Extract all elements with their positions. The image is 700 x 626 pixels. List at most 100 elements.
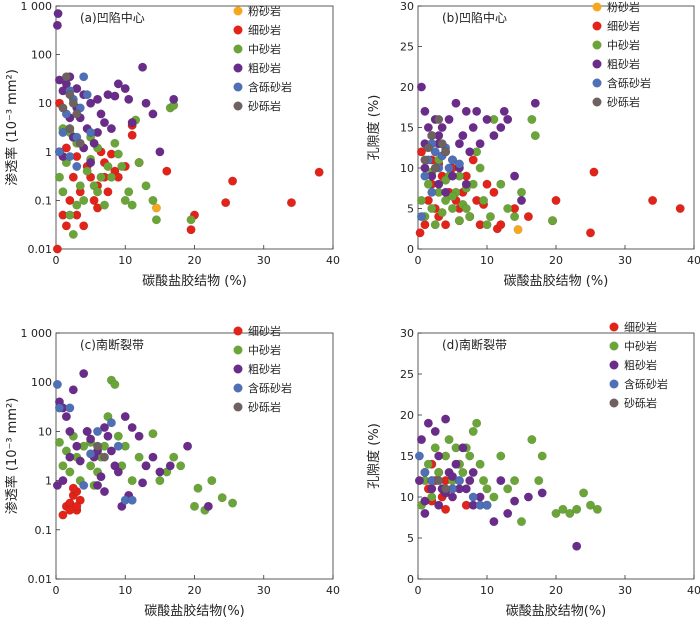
data-point xyxy=(58,187,68,197)
data-point xyxy=(314,167,324,177)
data-point xyxy=(61,221,71,231)
data-point xyxy=(499,106,509,116)
data-point xyxy=(537,451,547,461)
legend-marker xyxy=(609,322,619,332)
data-point xyxy=(65,90,75,100)
data-point xyxy=(414,451,424,461)
data-point xyxy=(572,504,582,514)
data-point xyxy=(441,147,451,157)
data-point xyxy=(414,476,424,486)
x-tick-label: 20 xyxy=(188,584,202,597)
data-point xyxy=(447,203,458,214)
data-point xyxy=(58,103,68,113)
data-point xyxy=(68,229,78,239)
data-point xyxy=(138,62,148,72)
data-point xyxy=(416,82,427,92)
legend-label: 含砾砂岩 xyxy=(624,377,668,391)
data-point xyxy=(585,500,596,510)
data-point xyxy=(416,147,427,157)
y-tick-label: 10 xyxy=(38,425,52,438)
x-tick-label: 0 xyxy=(415,254,422,267)
y-tick-label: 25 xyxy=(400,41,414,54)
data-point xyxy=(441,187,451,197)
y-tick-label: 20 xyxy=(400,409,414,422)
data-point xyxy=(420,467,430,477)
data-point xyxy=(176,461,186,471)
data-point xyxy=(103,161,113,171)
data-point xyxy=(420,508,430,518)
data-point xyxy=(479,476,489,486)
data-point xyxy=(468,492,478,502)
data-point xyxy=(169,452,179,462)
data-point xyxy=(516,195,527,205)
data-point xyxy=(61,72,71,82)
y-tick-label: 100 xyxy=(31,49,52,62)
data-point xyxy=(221,198,231,208)
x-tick-label: 10 xyxy=(480,254,494,267)
data-point xyxy=(420,163,430,173)
data-point xyxy=(496,122,506,133)
data-point xyxy=(415,228,425,238)
data-point xyxy=(65,426,75,436)
legend-label: 细砂岩 xyxy=(607,19,640,33)
data-point xyxy=(124,94,134,104)
legend-label: 粗砂岩 xyxy=(248,61,281,75)
data-point xyxy=(589,167,599,177)
data-point xyxy=(510,212,520,222)
data-point xyxy=(434,467,444,477)
legend-label: 砂砾岩 xyxy=(607,95,640,109)
legend-marker xyxy=(592,97,602,107)
data-point xyxy=(434,451,444,461)
data-point xyxy=(648,195,658,205)
data-point xyxy=(99,452,110,462)
x-tick-label: 20 xyxy=(188,254,202,267)
data-point xyxy=(437,139,447,149)
data-point xyxy=(186,215,196,225)
data-point xyxy=(427,131,437,141)
data-point xyxy=(437,122,447,133)
data-point xyxy=(548,216,558,226)
legend-label: 中砂岩 xyxy=(248,42,281,56)
data-point xyxy=(228,498,238,508)
panel-b: 0 10 20 30 40 0 5 10 15 20 25 30 碳酸盐胶结物 (%) 孔隙度 (%) (b… xyxy=(366,0,700,289)
data-point xyxy=(75,456,85,466)
y-tick-label: 10 xyxy=(400,162,414,175)
data-point xyxy=(447,191,458,201)
data-point xyxy=(441,175,451,185)
legend-marker xyxy=(233,101,243,111)
x-tick-label: 30 xyxy=(257,254,271,267)
data-point xyxy=(482,179,492,189)
data-point xyxy=(99,117,110,128)
data-point xyxy=(106,418,116,428)
legend-marker xyxy=(233,345,243,355)
data-point xyxy=(93,480,103,490)
data-point xyxy=(58,510,68,520)
x-tick-label: 30 xyxy=(618,584,632,597)
y-tick-label: 30 xyxy=(400,0,414,13)
data-point xyxy=(65,151,75,162)
data-point xyxy=(86,434,96,444)
data-point xyxy=(79,72,89,82)
data-point xyxy=(148,195,158,205)
data-point xyxy=(162,166,172,176)
data-point xyxy=(127,422,137,433)
legend-label: 粉砂岩 xyxy=(248,4,281,18)
data-point xyxy=(189,501,200,511)
data-point xyxy=(444,435,454,445)
data-point xyxy=(454,476,464,486)
data-point xyxy=(134,431,144,441)
data-point xyxy=(416,212,427,222)
legend-label: 中砂岩 xyxy=(607,38,640,52)
data-point xyxy=(96,109,106,119)
data-point xyxy=(82,166,92,176)
data-point xyxy=(72,200,82,210)
data-point xyxy=(527,114,537,124)
data-point xyxy=(537,488,547,498)
legend-marker xyxy=(233,63,243,73)
data-point xyxy=(513,225,523,235)
data-point xyxy=(516,517,527,527)
data-point xyxy=(489,187,499,197)
data-point xyxy=(65,195,75,205)
data-point xyxy=(475,459,485,469)
data-point xyxy=(169,94,179,104)
